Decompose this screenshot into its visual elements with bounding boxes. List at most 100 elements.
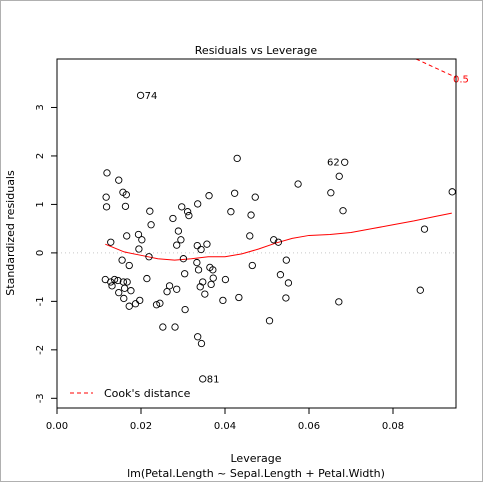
data-point <box>136 296 144 305</box>
data-point <box>194 333 202 341</box>
data-point <box>233 154 241 163</box>
data-point <box>193 241 201 250</box>
data-point <box>136 91 145 100</box>
data-point <box>327 189 335 197</box>
data-point <box>165 282 174 290</box>
data-point <box>179 255 188 263</box>
x-axis-label: Leverage <box>231 452 282 465</box>
data-point <box>265 317 274 325</box>
data-point <box>335 172 343 180</box>
data-point <box>178 203 186 211</box>
data-point <box>282 294 290 302</box>
y-tick-label: 3 <box>35 104 46 110</box>
data-point <box>181 270 189 278</box>
data-point <box>227 208 235 216</box>
y-tick-label: 0 <box>35 250 46 256</box>
data-point <box>174 227 183 235</box>
data-point <box>197 339 206 348</box>
x-axis: 0.00 0.02 0.04 0.06 0.08 <box>46 407 404 432</box>
x-tick-label: 0.04 <box>214 421 236 432</box>
chart-title: Residuals vs Leverage <box>195 44 318 57</box>
data-point <box>248 261 256 270</box>
chart-subtitle: lm(Petal.Length ~ Sepal.Length + Petal.W… <box>127 467 385 480</box>
x-tick-label: 0.06 <box>298 421 320 432</box>
data-point <box>173 285 181 293</box>
data-point <box>118 256 126 264</box>
data-point <box>181 305 189 314</box>
data-point <box>108 282 116 290</box>
data-point <box>135 245 143 253</box>
smoother-line <box>105 212 452 261</box>
plot-area-box <box>56 58 457 409</box>
data-point <box>207 280 215 289</box>
data-point <box>152 301 161 309</box>
data-point <box>114 276 122 285</box>
data-point <box>246 232 254 240</box>
data-point <box>203 240 211 248</box>
y-tick-label: 1 <box>35 201 46 207</box>
data-point <box>107 238 115 246</box>
reference-lines <box>56 59 456 408</box>
legend: Cook's distance <box>70 387 191 400</box>
data-point <box>194 266 203 274</box>
data-point <box>201 290 209 298</box>
data-point <box>219 296 227 305</box>
data-point <box>197 245 205 254</box>
data-point <box>115 288 123 297</box>
data-point <box>235 293 243 302</box>
x-tick-label: 0.08 <box>382 421 404 432</box>
data-point <box>110 275 119 284</box>
data-point <box>107 278 115 286</box>
data-point <box>138 236 146 244</box>
data-point <box>276 271 285 279</box>
data-point <box>209 274 217 282</box>
cooks-distance-group: 0.5 <box>415 58 469 85</box>
data-point <box>171 323 179 331</box>
data-point <box>270 236 278 244</box>
smoother-group <box>105 212 452 261</box>
data-point <box>131 300 140 308</box>
cooks-contour-label: 0.5 <box>453 74 469 85</box>
data-point <box>284 279 293 287</box>
data-point <box>282 256 290 264</box>
data-point <box>125 261 133 270</box>
x-tick-label: 0.02 <box>130 421 152 432</box>
y-axis: -3 -2 -1 0 1 2 3 <box>35 104 58 403</box>
data-point <box>221 275 230 284</box>
y-tick-label: -3 <box>35 393 46 403</box>
data-point <box>134 230 143 239</box>
legend-label: Cook's distance <box>104 387 191 400</box>
data-point <box>123 232 131 240</box>
data-point <box>145 253 153 261</box>
data-point <box>120 284 129 292</box>
data-point <box>231 189 239 197</box>
data-point <box>341 158 349 166</box>
data-point <box>121 202 130 211</box>
data-point <box>159 323 167 331</box>
data-point <box>193 258 201 267</box>
data-point <box>143 274 151 283</box>
cooks-contour-line <box>415 58 457 78</box>
data-point <box>127 287 135 295</box>
data-point <box>102 203 111 211</box>
data-point <box>251 193 259 201</box>
x-tick-label: 0.00 <box>46 421 68 432</box>
data-point <box>196 283 204 291</box>
data-point <box>146 207 154 215</box>
data-point <box>177 236 185 244</box>
data-point <box>416 286 424 294</box>
point-label: 81 <box>207 374 220 385</box>
data-point <box>102 193 110 201</box>
data-point <box>183 208 192 216</box>
point-label: 62 <box>327 158 340 169</box>
data-point <box>125 302 133 310</box>
data-point <box>294 180 302 188</box>
data-point <box>173 241 181 249</box>
data-point <box>122 191 130 199</box>
data-point <box>205 192 213 200</box>
data-point <box>209 266 217 274</box>
data-point <box>115 176 123 184</box>
data-point <box>199 375 207 383</box>
